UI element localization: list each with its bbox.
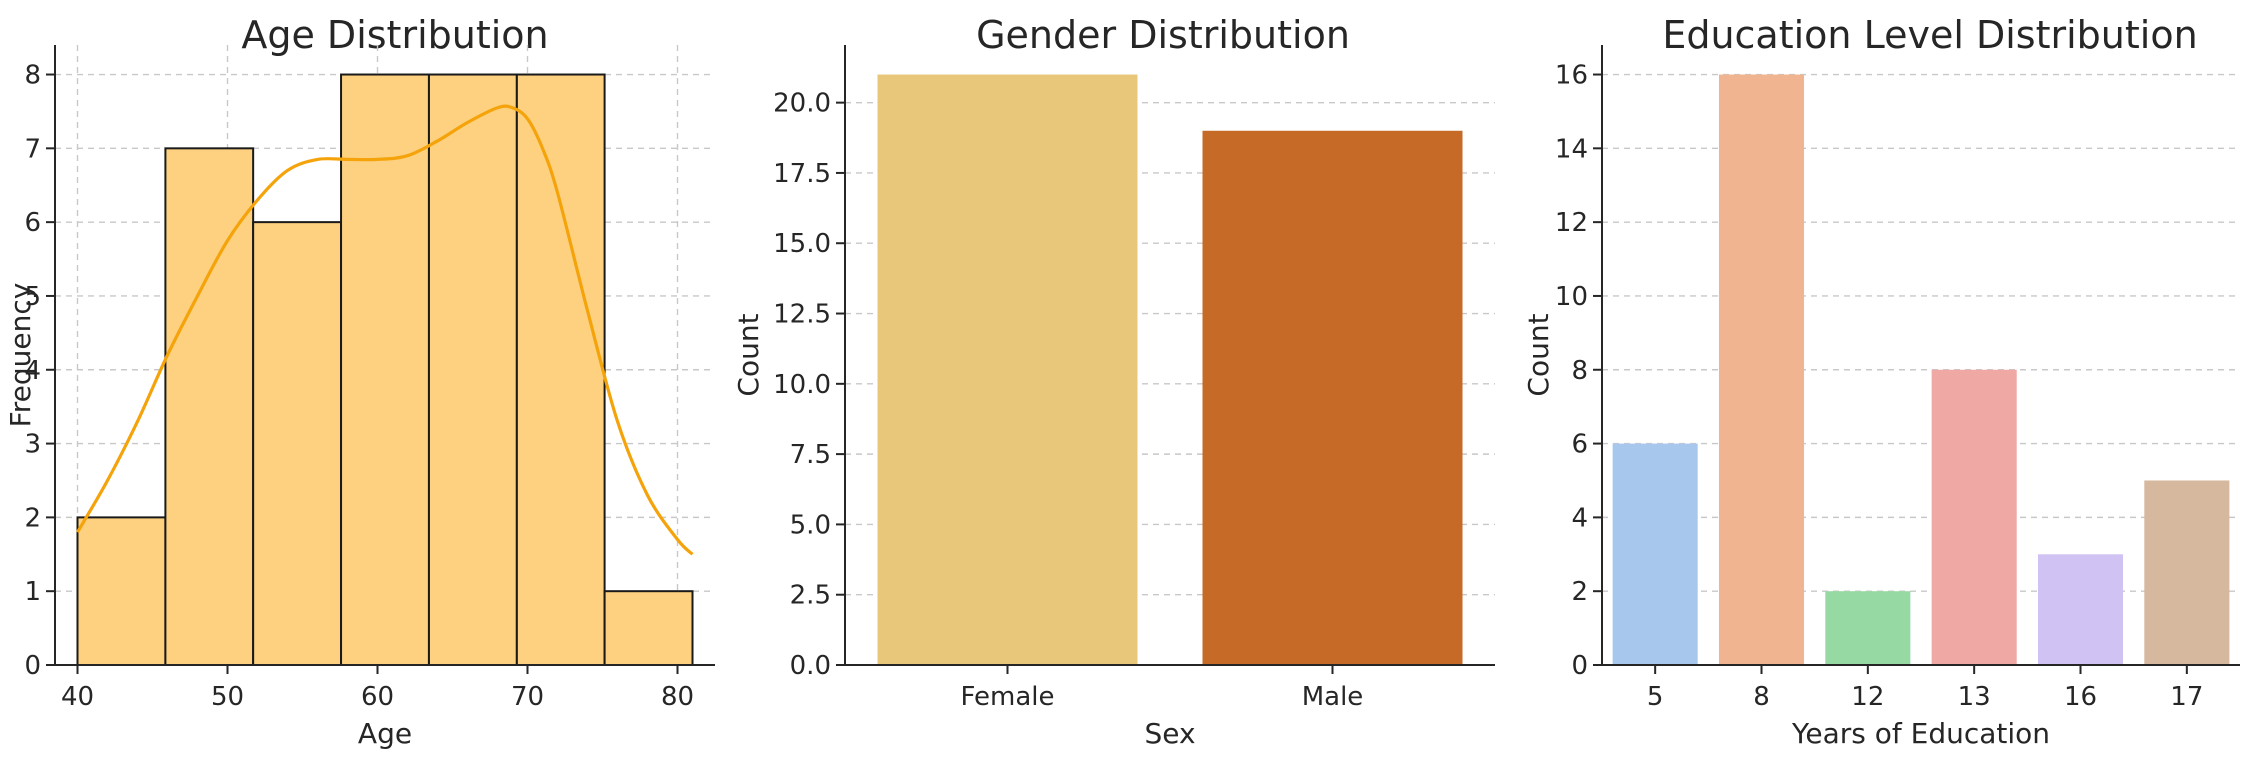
- y-tick-label: 7.5: [790, 440, 831, 470]
- y-tick-label: 12.5: [773, 300, 831, 330]
- x-axis-label: Age: [358, 717, 412, 750]
- bar: [1825, 591, 1911, 665]
- y-tick-label: 6: [1571, 430, 1588, 460]
- y-tick-label: 20.0: [773, 89, 831, 119]
- x-tick-label: 16: [2064, 682, 2097, 712]
- y-tick-label: 0: [24, 651, 41, 681]
- x-tick-label: 12: [1851, 682, 1884, 712]
- y-gridlines: [1602, 73, 2240, 666]
- y-tick-label: 14: [1555, 134, 1588, 164]
- bar: [1718, 74, 1805, 666]
- histogram-bar: [76, 516, 167, 667]
- chart-title: Education Level Distribution: [1662, 13, 2197, 57]
- x-tick-label: 8: [1753, 682, 1770, 712]
- y-tick-label: 0.0: [790, 651, 831, 681]
- y-tick-label: 8: [24, 61, 41, 91]
- y-axis-label: Frequency: [4, 283, 37, 428]
- y-tick-label: 8: [1571, 356, 1588, 386]
- bar: [877, 74, 1138, 666]
- y-tick-label: 5.0: [790, 510, 831, 540]
- x-tick-label: 50: [211, 682, 244, 712]
- x-tick-label: 80: [661, 682, 694, 712]
- x-tick-label: 13: [1958, 682, 1991, 712]
- y-tick-label: 2: [1571, 577, 1588, 607]
- y-tick-label: 16: [1555, 61, 1588, 91]
- y-tick-label: 10.0: [773, 370, 831, 400]
- y-tick-label: 3: [24, 430, 41, 460]
- bar: [1931, 369, 2017, 665]
- y-tick-label: 2: [24, 503, 41, 533]
- y-tick-label: 0: [1571, 651, 1588, 681]
- histogram-bar: [164, 147, 255, 667]
- histogram-bar: [252, 221, 343, 666]
- histogram-bars: [76, 73, 694, 667]
- y-tick-label: 17.5: [773, 159, 831, 189]
- y-axis-label: Count: [1522, 313, 1555, 396]
- y-tick-label: 6: [24, 208, 41, 238]
- histogram-bar: [427, 73, 518, 667]
- y-tick-label: 7: [24, 134, 41, 164]
- x-tick-label: 70: [511, 682, 544, 712]
- y-tick-label: 4: [24, 356, 41, 386]
- bar: [2037, 554, 2124, 665]
- histogram-bar: [603, 590, 694, 667]
- chart-panel-3: Education Level Distribution Years of Edu…: [1522, 13, 2240, 750]
- chart-panel-2: Gender Distribution Sex Count 0.0 2.5 5.0 7.5 1…: [732, 13, 1495, 750]
- x-axis-label: Sex: [1144, 717, 1195, 750]
- kde-curve: [76, 104, 694, 556]
- histogram-bar: [340, 73, 430, 667]
- x-tick-label: Male: [1302, 682, 1364, 712]
- bar: [1612, 443, 1698, 665]
- histogram-bar: [515, 73, 606, 667]
- chart-title: Gender Distribution: [976, 13, 1350, 57]
- y-axis-label: Count: [732, 313, 765, 396]
- y-tick-label: 15.0: [773, 229, 831, 259]
- x-axis-label: Years of Education: [1791, 717, 2050, 750]
- chart-panel-1: Age Distribution Age Frequency 0 1 2 3 4 5 6 7 8 40 5…: [4, 13, 715, 750]
- y-tick-label: 2.5: [790, 581, 831, 611]
- x-tick-label: 17: [2170, 682, 2203, 712]
- y-tick-label: 1: [24, 577, 41, 607]
- x-tick-label: 60: [361, 682, 394, 712]
- chart-title: Age Distribution: [241, 13, 548, 57]
- x-tick-label: 5: [1647, 682, 1664, 712]
- y-tick-label: 4: [1571, 503, 1588, 533]
- x-tick-label: 40: [61, 682, 94, 712]
- y-tick-label: 12: [1555, 208, 1588, 238]
- x-tick-label: Female: [960, 682, 1054, 712]
- bars: [877, 74, 1463, 666]
- bars: [1612, 74, 2230, 666]
- y-tick-label: 10: [1555, 282, 1588, 312]
- bar: [2144, 480, 2230, 665]
- y-tick-label: 5: [24, 282, 41, 312]
- bar: [1202, 130, 1463, 665]
